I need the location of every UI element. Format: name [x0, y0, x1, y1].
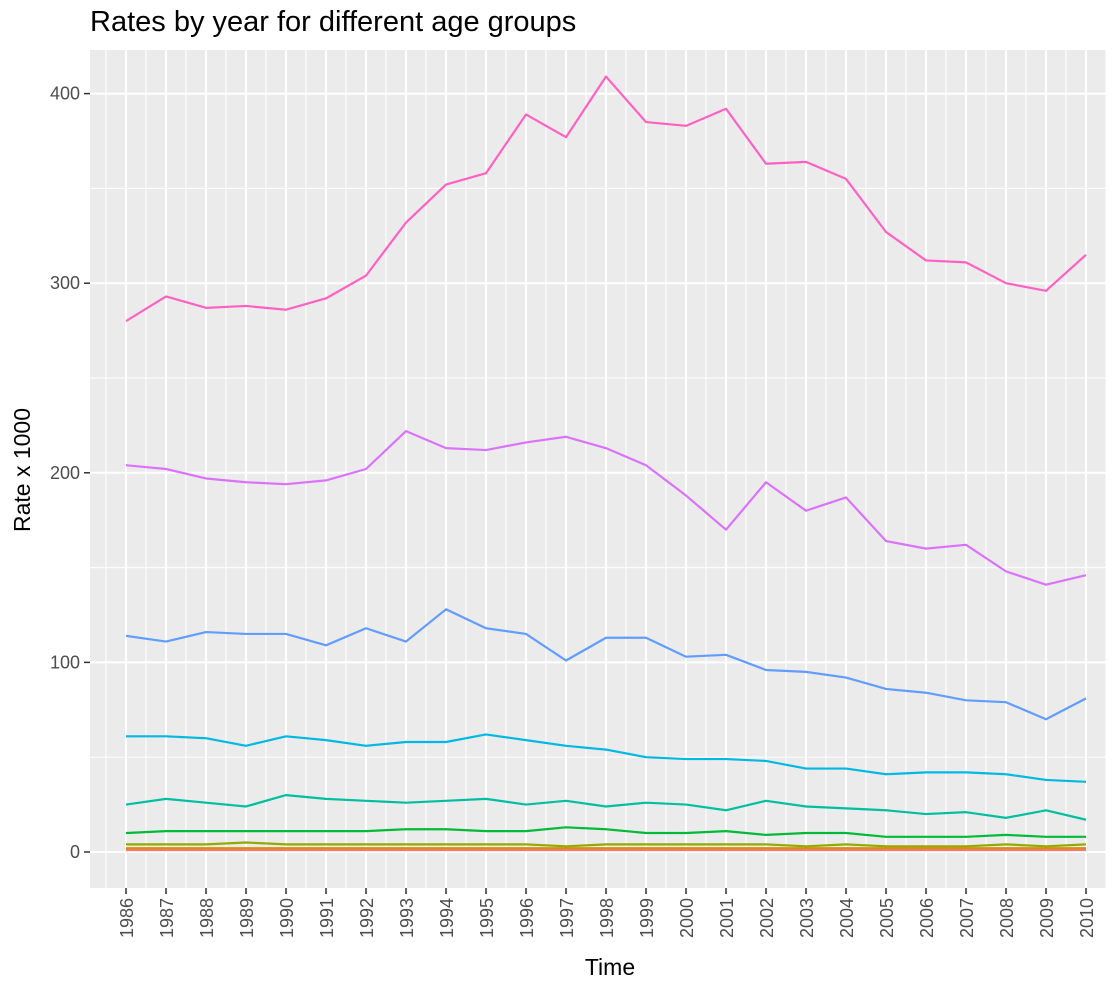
series-lines [125, 75, 1087, 852]
x-tick-label: 1994 [437, 898, 457, 938]
x-tick-label: 2010 [1077, 898, 1097, 938]
x-tick-label: 2005 [877, 898, 897, 938]
x-tick-label: 1998 [597, 898, 617, 938]
x-axis-title: Time [585, 954, 635, 980]
x-tick-label: 2009 [1037, 898, 1057, 938]
x-tick-label: 1988 [197, 898, 217, 938]
series-line-7 [126, 841, 1087, 848]
series-line-2 [125, 429, 1087, 586]
x-tick-label: 2004 [837, 898, 857, 938]
x-tick-label: 2007 [957, 898, 977, 938]
x-tick-label: 2000 [677, 898, 697, 938]
x-tick-label: 1987 [157, 898, 177, 938]
y-axis-title: Rate x 1000 [9, 408, 35, 532]
series-line-5 [125, 793, 1087, 821]
x-tick-label: 1996 [517, 898, 537, 938]
chart-title: Rates by year for different age groups [90, 6, 576, 38]
series-line-1 [125, 75, 1087, 323]
plot-panel [90, 50, 1106, 888]
series-line-6 [125, 826, 1086, 838]
x-tick-label: 1995 [477, 898, 497, 938]
x-tick-label: 2008 [997, 898, 1017, 938]
series-line-4 [126, 733, 1087, 783]
x-tick-label: 1999 [637, 898, 657, 938]
x-tick-label: 2006 [917, 898, 937, 938]
x-tick-label: 1993 [397, 898, 417, 938]
x-tick-label: 2001 [717, 898, 737, 938]
y-axis: 0 100 200 300 400 [50, 84, 90, 862]
grid-lines [90, 50, 1107, 888]
y-tick-label: 100 [50, 652, 80, 672]
x-tick-label: 1992 [357, 898, 377, 938]
x-tick-label: 1990 [277, 898, 297, 938]
y-tick-label: 0 [70, 842, 80, 862]
y-tick-label: 400 [50, 84, 80, 104]
x-tick-label: 2003 [797, 898, 817, 938]
y-tick-label: 200 [50, 463, 80, 483]
x-axis: 1986 1987 1988 1989 1990 1991 1992 1993 1994 1995… [117, 888, 1097, 938]
x-tick-label: 2002 [757, 898, 777, 938]
x-tick-label: 1986 [117, 898, 137, 938]
y-tick-label: 300 [50, 273, 80, 293]
series-line-3 [125, 608, 1087, 721]
x-tick-label: 1989 [237, 898, 257, 938]
x-tick-label: 1997 [557, 898, 577, 938]
x-tick-label: 1991 [317, 898, 337, 938]
